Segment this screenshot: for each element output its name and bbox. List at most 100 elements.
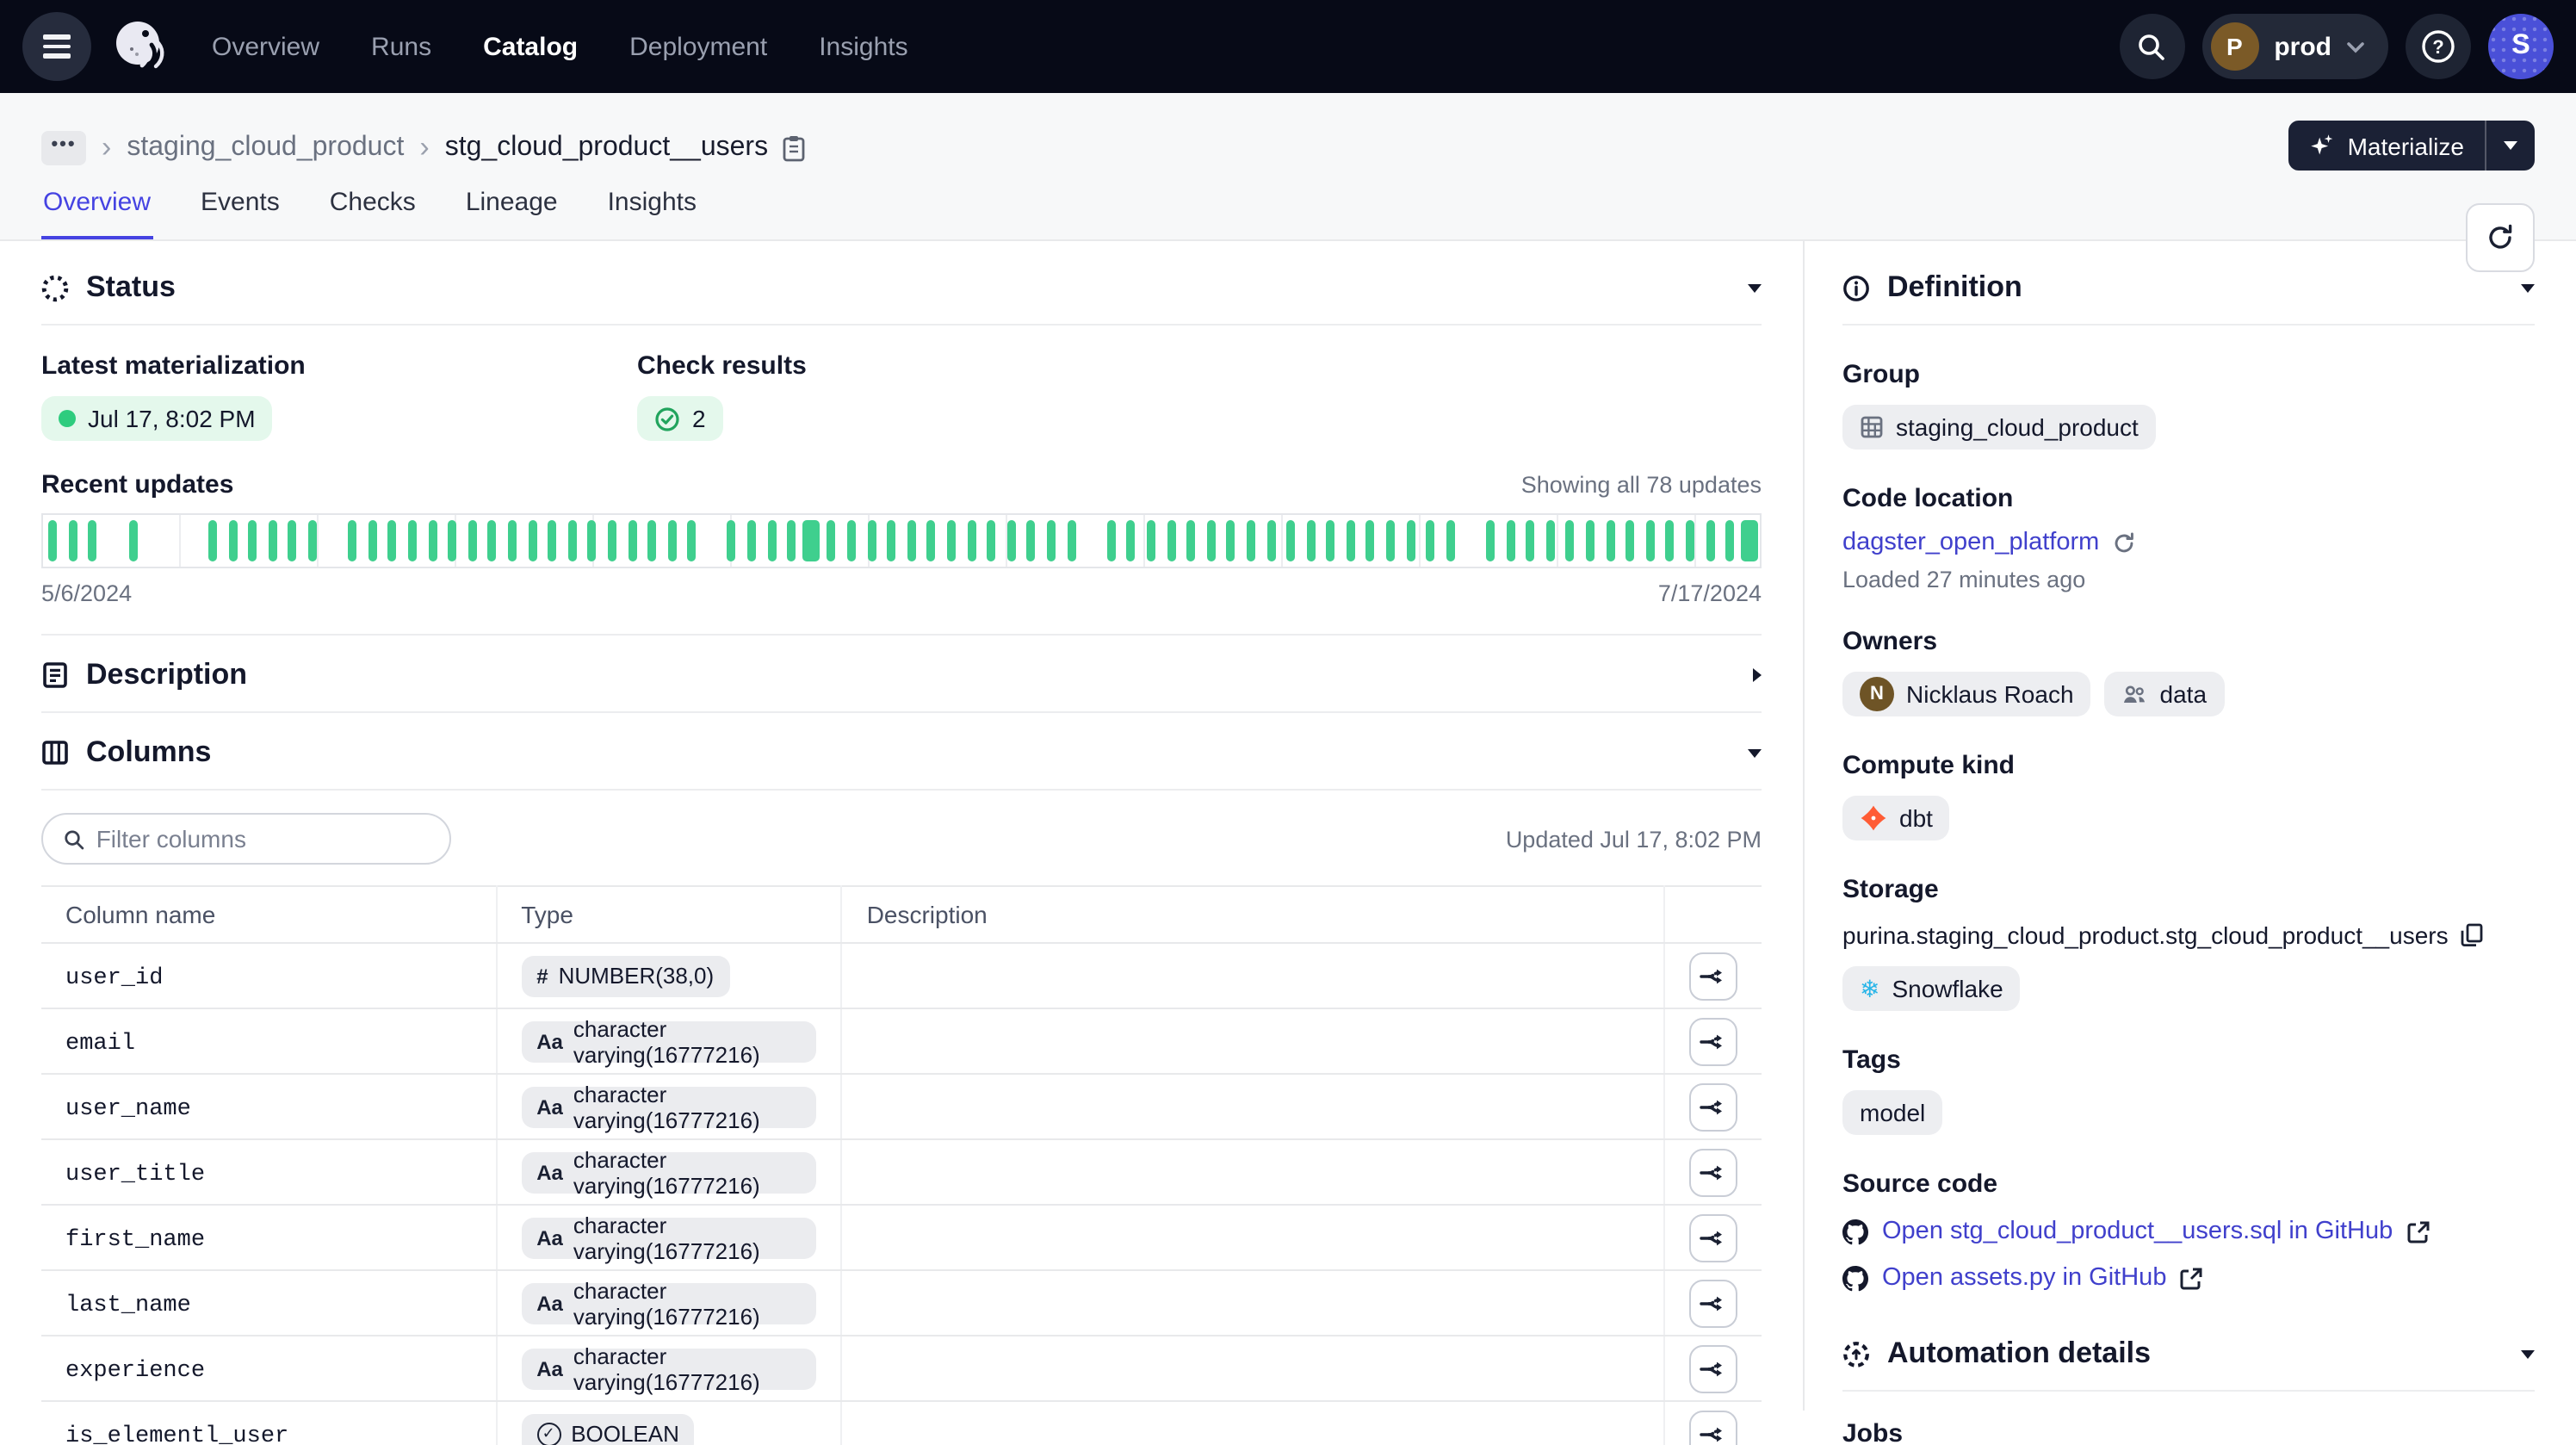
collapse-status-icon[interactable] bbox=[1748, 283, 1762, 292]
column-type: NUMBER(38,0) bbox=[559, 963, 715, 989]
timeline-update-bar bbox=[1620, 520, 1640, 561]
description-title: Description bbox=[86, 658, 247, 692]
column-name: first_name bbox=[65, 1227, 205, 1253]
breadcrumb-group[interactable]: staging_cloud_product bbox=[127, 133, 404, 164]
collapse-automation-icon[interactable] bbox=[2521, 1349, 2535, 1358]
timeline-update-bar bbox=[1260, 520, 1280, 561]
column-type-badge: #NUMBER(38,0) bbox=[521, 955, 729, 996]
column-lineage-button[interactable] bbox=[1689, 1279, 1737, 1327]
timeline-update-bar bbox=[1341, 520, 1360, 561]
nav-item-deployment[interactable]: Deployment bbox=[629, 32, 767, 61]
collapse-definition-icon[interactable] bbox=[2521, 283, 2535, 292]
timeline-update-bar bbox=[43, 520, 63, 561]
filter-columns-input[interactable] bbox=[96, 825, 429, 853]
help-icon[interactable]: ? bbox=[2406, 14, 2471, 79]
timeline-update-bar bbox=[602, 520, 622, 561]
code-location-link[interactable]: dagster_open_platform bbox=[1842, 529, 2099, 556]
column-lineage-button[interactable] bbox=[1689, 1344, 1737, 1392]
timeline-update-bar bbox=[1520, 520, 1540, 561]
refresh-button[interactable] bbox=[2466, 203, 2535, 272]
timeline-update-bar bbox=[1360, 520, 1380, 561]
owner-badge[interactable]: N Nicklaus Roach bbox=[1842, 672, 2091, 716]
storage-kind-badge[interactable]: ❄ Snowflake bbox=[1842, 966, 2021, 1011]
nav-links: Overview Runs Catalog Deployment Insight… bbox=[212, 32, 908, 61]
source-link-assets[interactable]: Open assets.py in GitHub bbox=[1882, 1264, 2166, 1292]
tag-badge[interactable]: model bbox=[1842, 1090, 1942, 1135]
timeline-update-bar bbox=[1161, 520, 1181, 561]
latest-materialization-badge[interactable]: Jul 17, 8:02 PM bbox=[41, 396, 273, 441]
table-row: user_id#NUMBER(38,0) bbox=[41, 943, 1762, 1008]
source-link-sql[interactable]: Open stg_cloud_product__users.sql in Git… bbox=[1882, 1218, 2393, 1245]
search-icon bbox=[64, 828, 84, 850]
chevron-down-icon bbox=[2504, 141, 2517, 150]
tab-lineage[interactable]: Lineage bbox=[464, 165, 560, 239]
nav-item-overview[interactable]: Overview bbox=[212, 32, 319, 61]
check-results-badge[interactable]: 2 bbox=[637, 396, 723, 441]
columns-title: Columns bbox=[86, 735, 211, 770]
type-glyph-icon: Aa bbox=[536, 1291, 563, 1315]
columns-section-header: Columns bbox=[41, 713, 1762, 770]
search-icon[interactable] bbox=[2119, 14, 2184, 79]
column-lineage-button[interactable] bbox=[1689, 1213, 1737, 1262]
timeline-update-bar bbox=[482, 520, 502, 561]
check-results-count: 2 bbox=[692, 405, 706, 432]
timeline-update-bar bbox=[123, 520, 143, 561]
environment-switcher[interactable]: P prod bbox=[2201, 14, 2388, 79]
team-icon bbox=[2122, 683, 2148, 705]
asset-group-icon bbox=[1860, 415, 1884, 439]
column-lineage-button[interactable] bbox=[1689, 1017, 1737, 1065]
tab-overview[interactable]: Overview bbox=[41, 165, 152, 239]
nav-item-insights[interactable]: Insights bbox=[819, 32, 907, 61]
group-badge[interactable]: staging_cloud_product bbox=[1842, 405, 2156, 450]
copy-icon[interactable] bbox=[2461, 923, 2483, 947]
column-lineage-button[interactable] bbox=[1689, 952, 1737, 1000]
page-header: ••• › staging_cloud_product › stg_cloud_… bbox=[0, 93, 2576, 241]
dagster-logo-icon[interactable] bbox=[105, 12, 174, 81]
team-badge[interactable]: data bbox=[2105, 672, 2225, 716]
tab-insights[interactable]: Insights bbox=[606, 165, 698, 239]
tab-checks[interactable]: Checks bbox=[328, 165, 418, 239]
timeline-update-bar bbox=[882, 520, 901, 561]
compute-kind-value: dbt bbox=[1899, 804, 1933, 832]
chevron-right-icon: › bbox=[419, 131, 429, 165]
dbt-icon bbox=[1860, 804, 1887, 832]
compute-kind-badge[interactable]: dbt bbox=[1842, 796, 1950, 840]
column-lineage-button[interactable] bbox=[1689, 1082, 1737, 1131]
timeline-update-bar bbox=[502, 520, 522, 561]
column-lineage-button[interactable] bbox=[1689, 1148, 1737, 1196]
timeline-update-bar bbox=[1501, 520, 1520, 561]
hamburger-menu-icon[interactable] bbox=[22, 12, 91, 81]
materialize-split-button: Materialize bbox=[2289, 121, 2535, 171]
timeline-update-bar bbox=[1181, 520, 1201, 561]
expand-description-icon[interactable] bbox=[1753, 668, 1762, 682]
timeline-update-bar bbox=[282, 520, 302, 561]
table-row: last_nameAacharacter varying(16777216) bbox=[41, 1270, 1762, 1336]
timeline-update-bar bbox=[941, 520, 961, 561]
column-type-badge: Aacharacter varying(16777216) bbox=[521, 1348, 817, 1389]
collapse-columns-icon[interactable] bbox=[1748, 748, 1762, 757]
timeline-update-bar bbox=[981, 520, 1001, 561]
breadcrumb-ellipsis-button[interactable]: ••• bbox=[41, 131, 86, 165]
timeline-empty-slot bbox=[702, 520, 721, 561]
timeline-update-bar bbox=[63, 520, 83, 561]
materialize-button[interactable]: Materialize bbox=[2289, 132, 2485, 159]
column-lineage-button[interactable] bbox=[1689, 1410, 1737, 1445]
tab-events[interactable]: Events bbox=[199, 165, 282, 239]
recent-updates-timeline[interactable] bbox=[41, 513, 1762, 568]
materialize-dropdown-button[interactable] bbox=[2486, 141, 2535, 150]
timeline-update-bar bbox=[1141, 520, 1161, 561]
timeline-update-bar bbox=[1021, 520, 1041, 561]
user-avatar[interactable]: S bbox=[2488, 14, 2554, 79]
column-type: character varying(16777216) bbox=[573, 1146, 802, 1198]
timeline-empty-slot bbox=[1081, 520, 1101, 561]
timeline-update-bar bbox=[402, 520, 422, 561]
timeline-update-bar bbox=[343, 520, 362, 561]
nav-item-runs[interactable]: Runs bbox=[371, 32, 431, 61]
timeline-update-bar bbox=[1241, 520, 1260, 561]
storage-label: Storage bbox=[1842, 875, 2535, 904]
nav-item-catalog[interactable]: Catalog bbox=[483, 32, 578, 61]
owner-name: Nicklaus Roach bbox=[1906, 680, 2074, 708]
reload-code-location-icon[interactable] bbox=[2113, 531, 2135, 554]
info-icon bbox=[1842, 274, 1870, 301]
copy-asset-name-icon[interactable] bbox=[782, 134, 806, 162]
